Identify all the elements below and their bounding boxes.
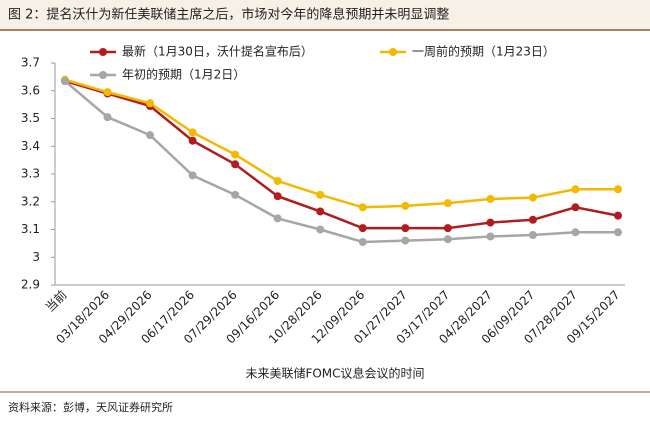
- point: [571, 228, 580, 237]
- point: [146, 131, 155, 140]
- point: [401, 201, 410, 210]
- point: [443, 199, 452, 208]
- y-tick-label: 3.4: [21, 139, 40, 153]
- point: [486, 194, 495, 203]
- point: [486, 232, 495, 241]
- x-axis-label: 未来美联储FOMC议息会议的时间: [245, 366, 424, 381]
- source: 资料来源：彭博，天风证券研究所: [8, 400, 173, 414]
- point: [316, 207, 325, 216]
- point: [358, 203, 367, 212]
- point: [103, 113, 112, 122]
- series-line: [64, 80, 618, 244]
- legend-marker: [99, 48, 107, 56]
- point: [528, 193, 537, 202]
- point: [358, 237, 367, 246]
- y-tick-label: 3.5: [21, 111, 40, 125]
- point: [358, 224, 367, 233]
- point: [188, 128, 197, 137]
- point: [401, 224, 410, 233]
- point: [614, 228, 622, 237]
- point: [273, 192, 282, 201]
- legend-marker: [389, 48, 397, 56]
- y-tick-label: 3.6: [21, 83, 40, 97]
- point: [614, 185, 622, 194]
- point: [188, 136, 197, 145]
- point: [571, 203, 580, 212]
- point: [401, 236, 410, 245]
- point: [528, 215, 537, 224]
- chart-title: 图 2：提名沃什为新任美联储主席之后，市场对今年的降息预期并未明显调整: [8, 7, 449, 23]
- point: [571, 185, 580, 194]
- point: [614, 211, 622, 220]
- point: [316, 225, 325, 234]
- legend-marker: [99, 71, 107, 79]
- point: [273, 176, 282, 185]
- point: [273, 214, 282, 223]
- point: [486, 218, 495, 227]
- point: [146, 99, 155, 108]
- point: [103, 88, 112, 97]
- point: [231, 150, 240, 159]
- point: [443, 235, 452, 244]
- y-tick-label: 3.7: [21, 56, 40, 70]
- legend-label: 一周前的预期（1月23日）: [412, 44, 555, 59]
- y-tick-label: 2.9: [21, 278, 40, 292]
- point: [231, 190, 240, 199]
- x-tick-label: 当前: [42, 287, 70, 315]
- title-band: [0, 0, 650, 30]
- point: [231, 160, 240, 169]
- legend-label: 年初的预期（1月2日）: [122, 67, 245, 82]
- y-tick-label: 3.3: [21, 167, 40, 181]
- series-line: [64, 78, 618, 209]
- point: [188, 171, 197, 180]
- series-line: [64, 79, 619, 230]
- legend-label: 最新（1月30日，沃什提名宣布后）: [122, 44, 313, 59]
- y-tick-label: 3: [32, 250, 40, 264]
- point: [528, 231, 537, 240]
- y-tick-label: 3.2: [21, 194, 40, 208]
- y-tick-label: 3.1: [21, 222, 40, 236]
- point: [316, 190, 325, 199]
- point: [61, 77, 69, 86]
- point: [443, 224, 452, 233]
